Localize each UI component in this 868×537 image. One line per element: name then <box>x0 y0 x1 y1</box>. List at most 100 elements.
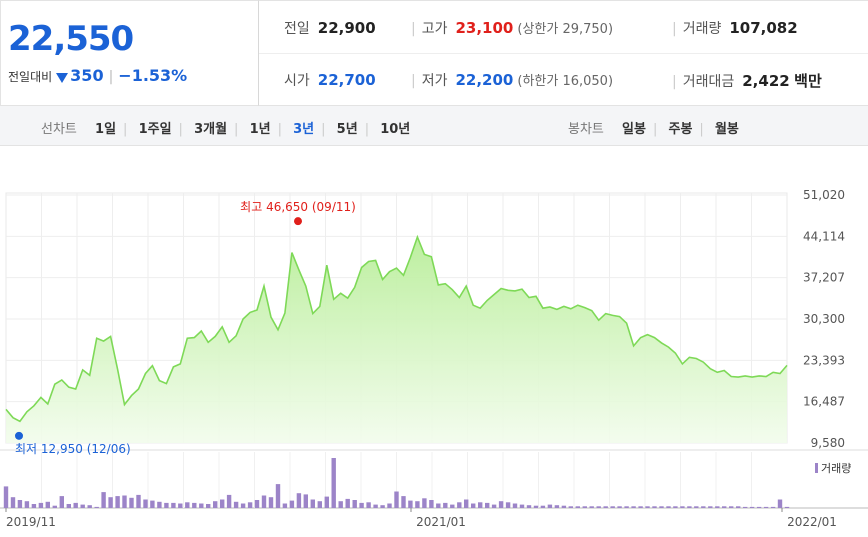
high-marker <box>294 217 302 225</box>
volume-bar <box>373 505 377 508</box>
volume-bar <box>311 500 315 509</box>
volume-legend: 거래량 <box>821 462 851 475</box>
tab-3y[interactable]: 3년 <box>293 122 314 137</box>
volume-bar <box>694 506 698 508</box>
volume-bar <box>4 486 8 508</box>
volume-bar <box>213 501 217 508</box>
volume-bar <box>443 503 447 508</box>
volume-bar <box>485 503 489 508</box>
volume-bar <box>624 506 628 508</box>
volume-bar <box>192 503 196 508</box>
volume-bar <box>562 506 566 508</box>
volume-bar <box>520 505 524 508</box>
prev-close: 전일 22,900 <box>284 18 376 38</box>
y-tick-label: 23,393 <box>803 353 845 367</box>
low-annotation: 최저 12,950 (12/06) <box>15 442 131 456</box>
volume-bar <box>353 500 357 508</box>
info-row-1: 전일 22,900 | 고가 23,100 (상한가 29,750) | 거래량 107,0… <box>259 1 868 54</box>
y-tick-label: 16,487 <box>803 395 845 409</box>
volume-bar <box>304 494 308 508</box>
volume-bar <box>394 492 398 509</box>
volume-bar <box>339 501 343 508</box>
volume-bar <box>617 506 621 508</box>
volume-bar <box>234 502 238 508</box>
volume-bar <box>645 506 649 508</box>
volume-bar <box>471 504 475 509</box>
volume-bar <box>241 504 245 509</box>
tab-1d[interactable]: 1일 <box>95 122 116 137</box>
volume-bar <box>206 504 210 508</box>
volume-bar <box>715 506 719 508</box>
volume-bar <box>108 497 112 508</box>
price-chart: 51,020 44,114 37,207 30,300 23,393 16,487 9,58… <box>0 146 868 537</box>
volume-bar <box>750 507 754 508</box>
tab-daily[interactable]: 일봉 <box>622 122 646 137</box>
volume-bar <box>408 501 412 508</box>
volume-bar <box>101 492 105 508</box>
volume-bar <box>39 503 43 508</box>
volume-bar <box>359 503 363 508</box>
volume-bar <box>325 497 329 508</box>
tab-10y[interactable]: 10년 <box>380 122 410 137</box>
volume-bar <box>576 506 580 508</box>
volume-bar <box>332 458 336 508</box>
volume-bar <box>771 507 775 508</box>
volume-bar <box>569 506 573 508</box>
info-row-2: 시가 22,700 | 저가 22,200 (하한가 16,050) | 거래대금 2,42… <box>259 53 868 105</box>
volume-bar <box>506 502 510 508</box>
volume-bar <box>164 503 168 508</box>
volume-bar <box>346 499 350 508</box>
volume-bar <box>527 505 531 508</box>
volume-bar <box>736 506 740 508</box>
volume-bar <box>178 504 182 509</box>
volume-bar <box>220 500 224 509</box>
volume-bar <box>122 496 126 509</box>
volume-bar <box>185 502 189 508</box>
volume-bar <box>464 500 468 509</box>
volume-bar <box>269 497 273 508</box>
open-price: 시가 22,700 <box>284 70 376 90</box>
volume-bar <box>611 506 615 508</box>
low-marker <box>15 432 23 440</box>
volume-bar <box>604 506 608 508</box>
volume-bar <box>199 504 203 509</box>
volume-bar <box>729 506 733 508</box>
change-label: 전일대비 <box>8 70 52 84</box>
volume-bar <box>387 504 391 509</box>
volume-bar <box>255 500 259 508</box>
volume-bar <box>597 506 601 508</box>
y-tick-label: 44,114 <box>803 229 845 243</box>
volume-bar <box>450 505 454 508</box>
volume-bar <box>673 506 677 508</box>
volume-bar <box>67 504 71 508</box>
y-tick-label: 37,207 <box>803 271 845 285</box>
volume-bar <box>583 506 587 508</box>
volume-bar <box>88 505 92 508</box>
change-line: 전일대비 350 | −1.53% <box>8 66 187 85</box>
tab-3m[interactable]: 3개월 <box>194 122 227 137</box>
tab-5y[interactable]: 5년 <box>337 122 358 137</box>
volume-bar <box>415 501 419 508</box>
volume-bar <box>380 505 384 508</box>
volume-bar <box>708 506 712 508</box>
tab-1w[interactable]: 1주일 <box>139 122 172 137</box>
tab-1y[interactable]: 1년 <box>250 122 271 137</box>
x-tick-label: 2022/01 <box>787 515 837 529</box>
change-amount: 350 <box>70 66 103 85</box>
price-summary: 22,550 전일대비 350 | −1.53% <box>0 0 259 106</box>
x-tick-label: 2019/11 <box>6 515 56 529</box>
volume-bar <box>652 506 656 508</box>
volume-bar <box>171 503 175 508</box>
line-chart-tabs: 선차트 1일 | 1주일 | 3개월 | 1년 | 3년 | 5년 | 10년 <box>41 118 410 137</box>
tab-weekly[interactable]: 주봉 <box>668 122 692 137</box>
volume-bar <box>638 506 642 508</box>
volume-legend-swatch <box>815 463 818 473</box>
price-info-grid: 전일 22,900 | 고가 23,100 (상한가 29,750) | 거래량 107,0… <box>259 0 868 106</box>
volume-bar <box>401 496 405 508</box>
volume-bar <box>757 507 761 508</box>
tab-monthly[interactable]: 월봉 <box>715 122 739 137</box>
volume-bar <box>53 506 57 508</box>
volume-bar <box>590 506 594 508</box>
volume-bar <box>366 502 370 508</box>
volume-bar <box>492 505 496 508</box>
